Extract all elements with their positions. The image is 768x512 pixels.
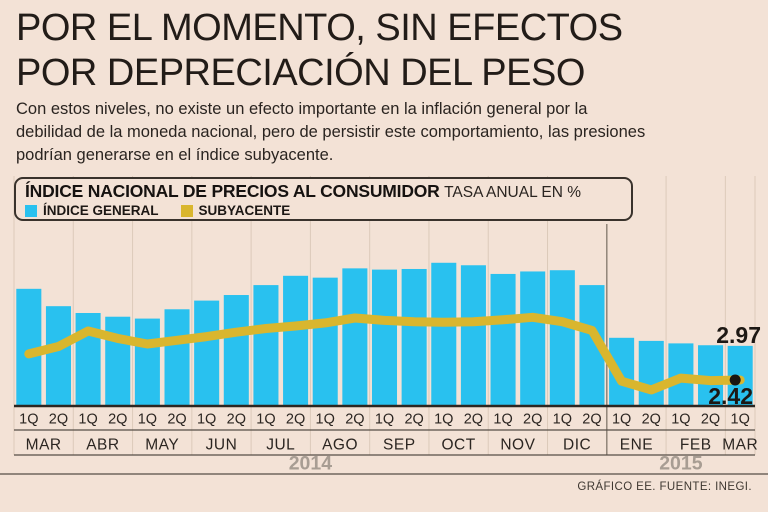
quincena-label: 1Q [78,412,97,428]
chart-header-line: ÍNDICE NACIONAL DE PRECIOS AL CONSUMIDOR… [25,181,622,202]
quincena-label: 1Q [553,412,572,428]
bar-2Q-21 [638,340,664,406]
bar-2Q-1 [45,306,71,406]
month-label-may: MAY [145,437,179,454]
quincena-label: 2Q [642,412,661,428]
bar-2Q-9 [283,275,309,406]
quincena-label: 2Q [108,412,127,428]
month-label-ago: AGO [322,437,358,454]
legend-item-general: ÍNDICE GENERAL [25,203,159,218]
chart-title: ÍNDICE NACIONAL DE PRECIOS AL CONSUMIDOR [25,181,440,201]
quincena-label: 1Q [375,412,394,428]
quincena-label: 2Q [582,412,601,428]
quincena-label: 2Q [286,412,305,428]
month-label-feb: FEB [680,437,712,454]
bar-1Q-14 [431,262,457,406]
month-axis-labels: MAR ABR MAY JUN JUL AGO SEP OCT NOV DIC ENE FEB MAR [26,437,758,454]
quincena-label: 1Q [138,412,157,428]
line-end-dot [729,374,741,386]
bar-2Q-5 [164,309,190,406]
bar-1Q-16 [490,273,516,406]
quincena-label: 1Q [434,412,453,428]
quincena-label: 2Q [464,412,483,428]
page-title-line1: POR EL MOMENTO, SIN EFECTOS [16,7,623,49]
month-label-dic: DIC [563,437,591,454]
bar-2Q-11 [342,268,368,406]
month-label-mar: MAR [26,437,62,454]
bar-1Q-10 [312,277,338,406]
bar-2Q-3 [105,316,131,406]
quincena-label: 2Q [167,412,186,428]
quincena-label: 2Q [227,412,246,428]
annotation-general-last: 2.97 [716,322,761,348]
quincena-label: 1Q [316,412,335,428]
bar-1Q-8 [253,285,279,406]
bar-2Q-13 [401,268,427,406]
legend-item-subyacente: SUBYACENTE [180,203,291,218]
quincena-label: 2Q [701,412,720,428]
month-label-ene: ENE [620,437,653,454]
annotation-subyacente-last: 2.42 [708,383,753,409]
chart-subtitle: TASA ANUAL EN % [444,184,582,201]
page-title: POR EL MOMENTO, SIN EFECTOS POR DEPRECIA… [16,6,623,96]
quincena-label: 2Q [404,412,423,428]
year-label-2014: 2014 [289,453,333,475]
quincena-label: 1Q [256,412,275,428]
chart-header-panel: ÍNDICE NACIONAL DE PRECIOS AL CONSUMIDOR… [14,177,633,221]
month-label-nov: NOV [500,437,535,454]
bar-2Q-7 [223,295,249,406]
quincena-label: 2Q [49,412,68,428]
month-label-abr: ABR [86,437,119,454]
quincena-label: 1Q [19,412,38,428]
bar-1Q-4 [134,318,160,406]
bar-2Q-15 [460,265,486,406]
month-label-jul: JUL [266,437,295,454]
bar-1Q-12 [371,269,398,406]
quincena-label: 2Q [345,412,364,428]
month-label-jun: JUN [206,437,238,454]
quincena-label: 1Q [197,412,216,428]
bar-1Q-18 [549,270,575,406]
year-axis-labels: 2014 2015 [289,453,703,475]
bar-1Q-6 [194,300,220,406]
quincena-label: 1Q [671,412,690,428]
month-label-sep: SEP [383,437,416,454]
quincena-axis-labels: 1Q 2Q 1Q 2Q 1Q 2Q 1Q 2Q 1Q 2Q 1Q 2Q 1Q 2Q 1Q 2Q 1Q 2Q 1Q 2Q… [19,412,750,428]
bar-2Q-17 [520,271,546,406]
page-title-line2: POR DEPRECIACIÓN DEL PESO [16,51,585,94]
month-label-oct: OCT [441,437,475,454]
year-label-2015: 2015 [659,453,703,475]
quincena-label: 1Q [612,412,631,428]
quincena-label: 1Q [493,412,512,428]
legend-swatch-general-icon [25,204,37,217]
chart-legend: ÍNDICE GENERAL SUBYACENTE [25,203,622,218]
quincena-label: 1Q [731,412,750,428]
month-label-mar: MAR [722,437,758,454]
legend-swatch-subyacente-icon [180,204,193,217]
footer-credit: GRÁFICO EE. FUENTE: INEGI. [577,481,752,493]
legend-label-general: ÍNDICE GENERAL [43,203,159,218]
legend-label-subyacente: SUBYACENTE [198,203,291,218]
page-subtitle: Con estos niveles, no existe un efecto i… [16,100,646,164]
line-subyacente [24,312,745,395]
quincena-label: 2Q [523,412,542,428]
